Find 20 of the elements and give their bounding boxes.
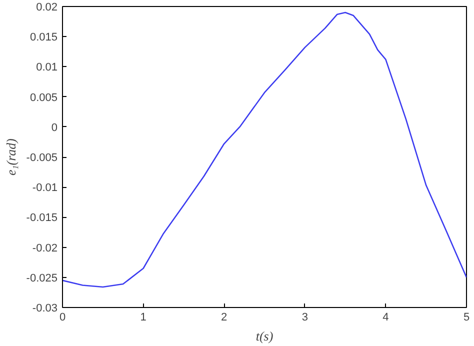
x-tick-label: 2 [221,312,228,324]
y-tick-label: 0 [51,122,58,134]
y-tick-label: 0.01 [36,62,58,74]
x-tick-label: 1 [140,312,146,324]
x-axis-title: t(s) [256,328,274,344]
y-tick-label: 0.015 [30,32,58,44]
x-tick-label: 3 [302,312,308,324]
y-tick-label: 0.005 [30,92,58,104]
y-tick-label: -0.01 [32,182,58,194]
y-tick-label: -0.03 [32,302,58,314]
y-tick-label: 0.02 [36,2,58,14]
x-tick-label: 4 [382,312,389,324]
y-tick-label: -0.025 [26,272,58,284]
y-axis-title: e₁(rad) [3,138,18,176]
line-series [62,12,466,288]
x-tick-label: 0 [59,312,66,324]
y-tick-label: -0.015 [26,212,58,224]
y-tick-label: -0.02 [32,242,58,254]
y-tick-label: -0.005 [26,152,58,164]
x-tick-label: 5 [463,312,470,324]
